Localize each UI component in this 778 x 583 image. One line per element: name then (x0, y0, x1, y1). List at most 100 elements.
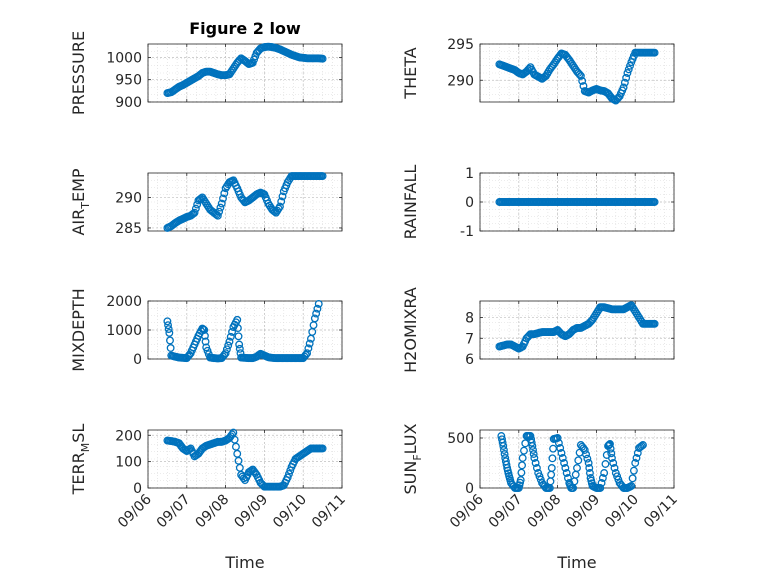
data-point-fill (219, 194, 227, 203)
y-axis-label-main: TERR (69, 452, 88, 495)
data-point (165, 328, 174, 337)
data-point-fill (626, 61, 634, 70)
axes-box (147, 429, 343, 489)
data-point (221, 349, 230, 358)
data-point-fill (304, 344, 313, 353)
data-point (318, 444, 327, 453)
data-point-fill (191, 204, 200, 213)
data-point-fill (164, 321, 172, 330)
data-point-fill (234, 332, 243, 341)
axes-box (479, 43, 675, 103)
data-point-fill (235, 344, 244, 353)
y-tick-label: 900 (115, 95, 142, 111)
data-point (163, 317, 172, 326)
x-tick-label: 09/07 (154, 492, 194, 532)
y-tick-label: 2000 (106, 294, 142, 310)
data-point (561, 464, 570, 472)
data-point (275, 202, 284, 211)
data-point (600, 469, 609, 477)
data-point-fill (628, 474, 637, 483)
data-point (606, 440, 614, 448)
data-point-fill (585, 469, 594, 477)
data-point-fill (574, 456, 583, 465)
data-point-fill (166, 344, 175, 352)
y-axis-label: PRESSURE (69, 31, 88, 115)
data-point-fill (313, 304, 322, 313)
data-point (650, 319, 659, 328)
y-tick-label: 8 (465, 311, 474, 327)
data-point (631, 459, 640, 467)
data-point (623, 69, 632, 77)
data-point (596, 484, 605, 492)
y-tick-label: 0 (133, 481, 142, 497)
y-axis-label-main: SUN (401, 461, 420, 495)
y-axis-label: THETA (401, 47, 420, 99)
data-point (518, 454, 527, 462)
data-point-fill (610, 464, 619, 472)
data-point (314, 299, 323, 308)
data-point-fill (215, 207, 224, 216)
data-point-fill (228, 327, 237, 336)
data-point (619, 83, 628, 92)
x-axis-label: Time (556, 553, 596, 572)
data-point (553, 434, 562, 442)
data-point-fill (607, 449, 616, 458)
chart-title: Figure 2 low (189, 19, 301, 38)
y-axis-label: H2OMIXRA (401, 287, 420, 373)
data-point-fill (305, 339, 314, 348)
y-axis-label: AIRTEMP (69, 168, 92, 235)
y-axis-label: TERRMSL (69, 424, 92, 496)
y-tick-label: 290 (447, 73, 474, 89)
data-point-fill (583, 454, 592, 463)
data-point-fill (597, 479, 606, 487)
data-point (607, 454, 616, 462)
data-points (163, 42, 327, 98)
y-axis-label: RAINFALL (401, 165, 420, 240)
data-point (217, 199, 226, 208)
data-point (213, 211, 222, 220)
data-points (163, 172, 327, 232)
data-point-fill (575, 70, 584, 79)
x-tick-label: 09/06 (447, 491, 487, 531)
data-point-fill (622, 73, 631, 82)
data-point (547, 464, 556, 472)
y-axis-label-rest: LUX (401, 423, 420, 454)
y-axis-label-rest: SL (69, 424, 88, 443)
y-tick-label: 285 (115, 221, 142, 237)
y-tick-label: 0 (133, 352, 142, 368)
data-point-fill (278, 192, 287, 201)
subplot-mixdepth: 0 1000 2000 MIXDEPTH (69, 288, 343, 372)
subplot-h2omixra: 6 7 8 H2OMIXRA (401, 287, 675, 373)
data-point-fill (632, 454, 641, 462)
x-tick-label: 09/09 (231, 492, 271, 532)
y-tick-label: 6 (465, 352, 474, 368)
data-point-fill (527, 438, 536, 447)
x-tick-label: 09/06 (115, 491, 155, 531)
y-tick-label: 295 (447, 37, 474, 53)
data-point-fill (556, 444, 565, 452)
data-point-fill (629, 466, 638, 475)
data-point (650, 48, 659, 57)
data-points (163, 428, 327, 491)
y-tick-label: 950 (115, 73, 142, 89)
data-point (225, 337, 234, 346)
subplot-pressure: 900 950 1000 PRESSURE Figure 2 low (69, 19, 343, 115)
data-point (303, 349, 312, 358)
data-point (530, 454, 539, 462)
x-axis-label: Time (224, 553, 264, 572)
data-point (627, 482, 636, 490)
subplot-theta: 290 295 THETA (401, 37, 675, 105)
data-point (580, 446, 589, 454)
data-point-fill (529, 450, 538, 458)
data-point (318, 172, 327, 181)
data-point (233, 315, 242, 324)
data-point-fill (500, 450, 509, 458)
y-tick-label: 1000 (106, 50, 142, 66)
y-tick-label: 100 (115, 455, 142, 471)
data-point-fill (531, 459, 540, 467)
data-point-fill (164, 325, 173, 333)
data-point-fill (562, 469, 571, 477)
data-point-fill (558, 454, 567, 462)
